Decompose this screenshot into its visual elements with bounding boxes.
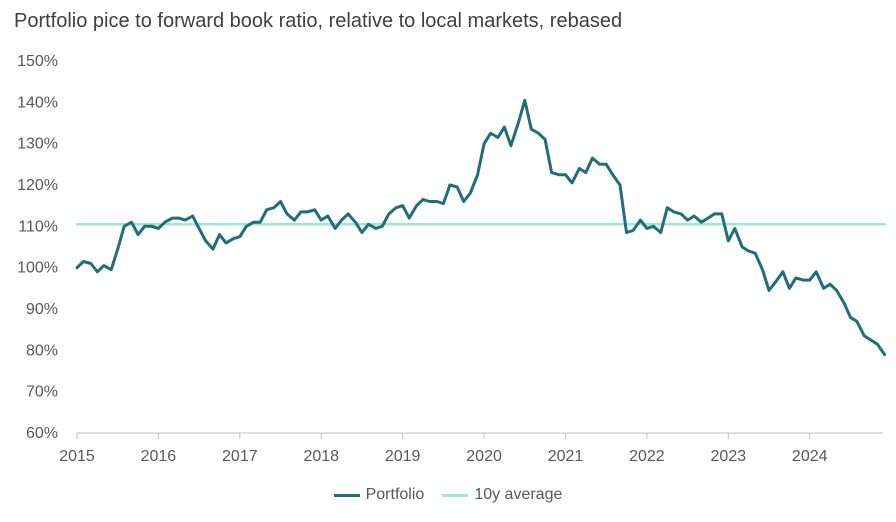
y-tick-label: 150% xyxy=(17,53,58,70)
x-tick-label: 2023 xyxy=(711,448,747,465)
x-tick-label: 2016 xyxy=(141,448,177,465)
y-tick-label: 110% xyxy=(18,218,58,235)
series-line-portfolio xyxy=(75,98,887,356)
chart-title: Portfolio pice to forward book ratio, re… xyxy=(14,10,623,32)
x-tick-label: 2019 xyxy=(385,448,421,465)
legend-item-10y-average: 10y average xyxy=(442,486,562,504)
y-tick-label: 140% xyxy=(17,94,58,111)
y-tick-label: 60% xyxy=(26,425,58,442)
x-tick-label: 2021 xyxy=(548,448,584,465)
y-tick-label: 80% xyxy=(26,342,58,359)
y-tick-label: 100% xyxy=(17,260,58,277)
y-tick-label: 120% xyxy=(17,177,58,194)
y-tick-label: 70% xyxy=(26,384,58,401)
legend-label-10y-average: 10y average xyxy=(474,486,563,503)
legend-label-portfolio: Portfolio xyxy=(365,486,425,503)
y-tick-label: 130% xyxy=(17,136,58,153)
legend-item-portfolio: Portfolio xyxy=(333,486,425,504)
legend-swatch-portfolio xyxy=(333,493,360,497)
x-tick-label: 2022 xyxy=(629,448,665,465)
legend: Portfolio 10y average xyxy=(0,486,896,504)
x-tick-label: 2018 xyxy=(303,448,339,465)
x-tick-label: 2015 xyxy=(59,448,95,465)
x-tick-label: 2017 xyxy=(222,448,258,465)
x-tick-label: 2020 xyxy=(466,448,502,465)
y-tick-label: 90% xyxy=(26,301,58,318)
legend-swatch-10y-average xyxy=(442,493,469,497)
x-tick-label: 2024 xyxy=(792,448,828,465)
